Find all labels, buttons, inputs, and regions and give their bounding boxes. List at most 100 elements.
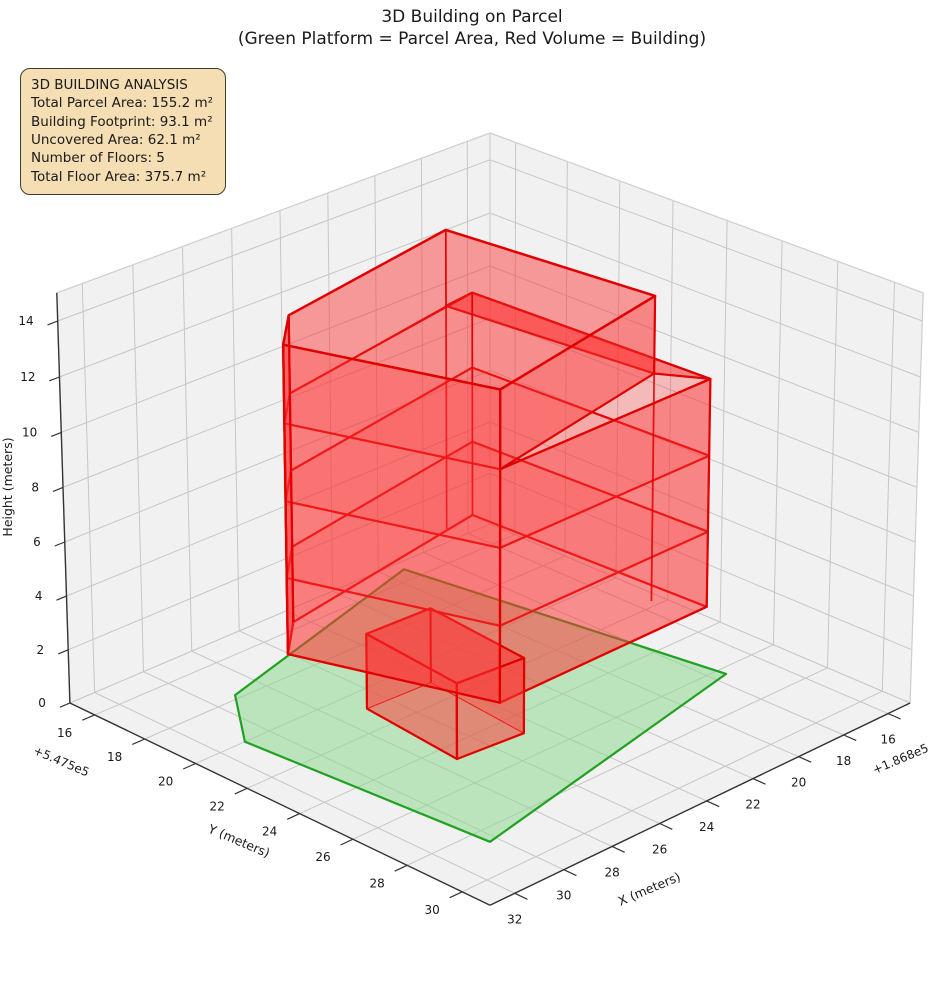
x-axis-tick-label: 20 <box>791 776 806 790</box>
grid-line-x-wall <box>132 264 144 672</box>
x-axis-tick-label: 26 <box>652 843 667 857</box>
box-edge-right-corner <box>909 292 924 704</box>
z-axis-tick-label: 10 <box>22 425 37 439</box>
z-axis-tick-label: 8 <box>31 480 39 494</box>
grid-line-x-floor <box>467 533 889 715</box>
grid-line-z-right <box>489 212 921 378</box>
z-axis-tick <box>50 431 62 437</box>
x-axis-line <box>489 702 911 906</box>
x-axis-tick-label: 28 <box>604 865 619 879</box>
y-axis-tick-label: 22 <box>210 799 225 813</box>
y-axis-tick <box>82 714 95 721</box>
y-axis-tick <box>182 762 196 770</box>
grid-line-y-wall <box>564 161 568 557</box>
annotation-line-uncovered: Uncovered Area: 62.1 m² <box>31 132 201 149</box>
z-axis-tick <box>58 649 69 655</box>
grid-line-x-wall <box>231 228 240 631</box>
chart-title-line2: (Green Platform = Parcel Area, Red Volum… <box>237 29 707 50</box>
y-axis-tick <box>394 864 408 872</box>
grid-line-z-right <box>489 472 912 651</box>
x-axis-tick-label: 32 <box>507 912 522 926</box>
y-axis-tick-label: 16 <box>57 726 72 740</box>
grid-line-x-wall <box>81 283 96 693</box>
z-axis-tick <box>52 486 64 492</box>
grid-line-z-right <box>489 369 916 543</box>
x-axis-tick <box>752 778 766 785</box>
z-axis-tick-label: 14 <box>18 314 33 328</box>
z-axis-tick-label: 6 <box>33 535 41 549</box>
z-axis-title: Height (meters) <box>0 437 15 536</box>
x-axis-tick-label: 24 <box>699 820 714 834</box>
z-axis-tick-label: 4 <box>35 589 43 603</box>
z-axis-line <box>56 292 71 704</box>
grid-line-x-floor <box>94 692 516 894</box>
y-axis-tick-label: 30 <box>425 903 440 917</box>
y-axis-tick-label: 28 <box>369 876 384 890</box>
grid-line-z-left <box>62 317 491 488</box>
annotation-line-floor-area: Total Floor Area: 375.7 m² <box>31 168 207 185</box>
grid-line-y-floor <box>461 690 883 893</box>
grid-line-z-left <box>61 265 491 433</box>
annotation-line-footprint: Building Footprint: 93.1 m² <box>31 113 213 130</box>
grid-line-y-wall <box>667 200 674 600</box>
y-axis-tick <box>340 838 354 846</box>
grid-line-z-right <box>489 523 911 704</box>
y-axis-tick-label: 18 <box>107 750 122 764</box>
x-axis-tick-label: 16 <box>880 733 895 747</box>
grid-line-y-wall <box>827 261 839 668</box>
grid-line-x-wall <box>182 246 193 652</box>
box-edge-left-top <box>56 132 491 294</box>
y-axis-tick-label: 20 <box>158 775 173 789</box>
x-axis-tick <box>798 756 812 763</box>
y-axis-offset-text: +5.475e5 <box>31 743 91 779</box>
y-axis-line <box>69 702 491 906</box>
y-axis-tick <box>132 738 145 745</box>
z-axis-tick <box>49 376 60 382</box>
x-axis-tick <box>514 892 528 900</box>
x-axis-tick <box>659 822 673 830</box>
building-silhouette-edge <box>287 315 295 623</box>
x-axis-tick <box>887 713 901 720</box>
x-axis-tick-label: 18 <box>836 754 851 768</box>
box-edge-right-top <box>489 132 924 294</box>
z-axis-tick-label: 12 <box>20 370 35 384</box>
z-axis-tick <box>54 541 66 547</box>
grid-line-z-right <box>489 317 918 488</box>
grid-line-z-right <box>489 265 919 433</box>
x-axis-tick <box>706 800 720 808</box>
grid-line-y-wall <box>514 142 517 535</box>
grid-line-z-right <box>489 421 914 597</box>
x-axis-tick <box>843 734 857 741</box>
building-silhouette-edge <box>282 344 289 655</box>
z-axis-tick <box>59 702 71 708</box>
x-axis-tick <box>611 845 625 853</box>
annotation-title: 3D BUILDING ANALYSIS <box>31 77 188 93</box>
y-axis-tick <box>286 813 300 820</box>
building-vertical-edge <box>650 295 656 602</box>
grid-line-y-wall <box>881 282 895 692</box>
z-axis-tick <box>56 595 67 601</box>
chart-title: 3D Building on Parcel (Green Platform = … <box>0 6 944 50</box>
grid-line-z-right <box>489 159 923 322</box>
y-axis-tick-label: 26 <box>315 850 330 864</box>
grid-line-y-wall <box>615 180 621 578</box>
building-left-face <box>282 343 502 704</box>
annotation-line-floors: Number of Floors: 5 <box>31 150 165 167</box>
building-vertical-edge <box>705 378 712 607</box>
z-axis-tick-label: 2 <box>37 643 45 657</box>
analysis-annotation-box: 3D BUILDING ANALYSIS Total Parcel Area: … <box>20 68 227 196</box>
grid-line-z-left <box>57 159 491 322</box>
z-axis-tick <box>47 320 58 326</box>
chart-title-line1: 3D Building on Parcel <box>381 7 563 27</box>
y-axis-tick <box>234 787 248 795</box>
y-axis-tick <box>449 891 463 899</box>
z-axis-tick-label: 0 <box>38 696 46 710</box>
grid-line-z-left <box>59 212 491 378</box>
x-axis-tick-label: 22 <box>745 798 760 812</box>
annotation-line-parcel-area: Total Parcel Area: 155.2 m² <box>31 95 214 112</box>
x-axis-tick-label: 30 <box>556 889 571 903</box>
y-axis-tick-label: 24 <box>262 825 277 839</box>
grid-line-y-wall <box>719 220 728 623</box>
